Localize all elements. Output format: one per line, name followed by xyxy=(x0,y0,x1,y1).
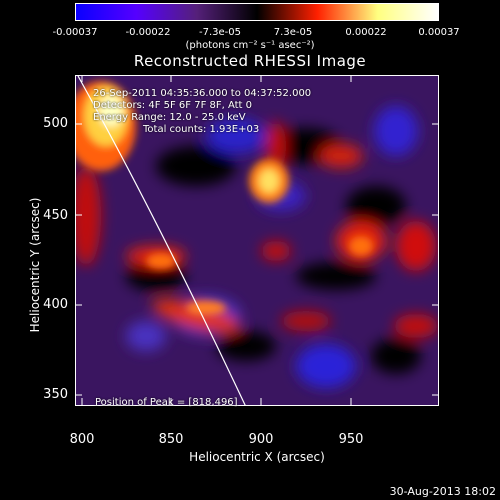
timestamp-footer: 30-Aug-2013 18:02 xyxy=(389,485,496,498)
detectors: Detectors: 4F 5F 6F 7F 8F, Att 0 xyxy=(93,100,253,111)
image-title: Reconstructed RHESSI Image xyxy=(133,52,367,70)
image-canvas xyxy=(76,76,438,405)
colorbar-tick: 0.00037 xyxy=(418,27,460,38)
colorbar-tick: 7.3e-05 xyxy=(273,27,313,38)
y-tick: 450 xyxy=(43,208,68,223)
rhessi-image xyxy=(75,75,439,406)
colorbar xyxy=(75,3,439,21)
energy-range: Energy Range: 12.0 - 25.0 keV xyxy=(93,112,246,123)
x-tick: 900 xyxy=(248,432,274,447)
y-tick: 500 xyxy=(43,116,68,131)
total-counts: Total counts: 1.93E+03 xyxy=(143,124,260,135)
y-tick: 350 xyxy=(43,387,68,402)
colorbar-tick: -0.00037 xyxy=(52,27,98,38)
colorbar-tick: -7.3e-05 xyxy=(199,27,241,38)
x-tick: 950 xyxy=(338,432,364,447)
colorbar-unit: (photons cm⁻² s⁻¹ asec⁻²) xyxy=(185,40,315,51)
y-tick: 400 xyxy=(43,297,68,312)
x-tick: 850 xyxy=(158,432,184,447)
colorbar-tick: -0.00022 xyxy=(125,27,171,38)
y-axis-label: Heliocentric Y (arcsec) xyxy=(28,197,42,333)
colorbar-tick: 0.00022 xyxy=(345,27,387,38)
time-range: 26-Sep-2011 04:35:36.000 to 04:37:52.000 xyxy=(93,88,312,99)
x-axis-label: Heliocentric X (arcsec) xyxy=(189,450,325,464)
peak-position: Position of Peak = [818,496] xyxy=(95,397,238,408)
x-tick: 800 xyxy=(69,432,95,447)
